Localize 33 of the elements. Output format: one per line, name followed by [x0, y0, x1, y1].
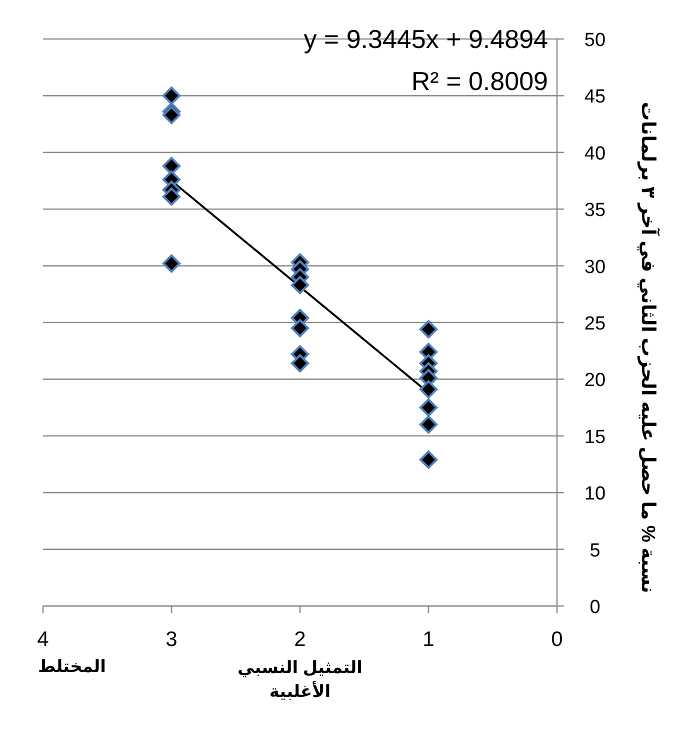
point — [162, 106, 181, 124]
y-tick-label: 40 — [584, 143, 606, 164]
x-tick-label: 4 — [37, 628, 50, 651]
y-tick-label: 15 — [584, 426, 606, 448]
point — [162, 86, 181, 105]
y-tick-label: 25 — [584, 314, 606, 334]
y-tick-label: 45 — [584, 86, 606, 108]
point — [419, 320, 438, 338]
y-tick-label: 0 — [590, 597, 600, 618]
y-tick-label: 50 — [584, 30, 606, 51]
y-tick-label: 35 — [584, 200, 606, 222]
point — [290, 319, 310, 338]
point — [290, 276, 310, 294]
text: المختلط — [38, 657, 106, 676]
x-tick-label: 1 — [422, 628, 434, 651]
point — [162, 254, 181, 273]
point — [419, 450, 438, 469]
point — [162, 188, 181, 206]
annotation: R² = 0.8009 — [411, 66, 548, 96]
point — [419, 415, 438, 434]
x-tick-label: 0 — [551, 628, 563, 651]
x-tick-label: 3 — [166, 628, 178, 651]
point — [290, 354, 310, 372]
y-tick-label: 30 — [584, 256, 606, 278]
y-axis-title: نسبة % ما حصل عليه الحزب الثاني في آخر ٣ برلمانات — [637, 102, 661, 594]
point — [419, 380, 438, 399]
y-tick-label: 20 — [584, 370, 606, 392]
x-tick-label: 2 — [294, 628, 306, 651]
y-tick-label: 5 — [590, 540, 600, 562]
point — [419, 398, 438, 417]
annotation: y = 9.3445x + 9.4894 — [304, 24, 548, 54]
y-tick-label: 10 — [584, 484, 606, 505]
x-axis-title: التمثيل النسبي الأغلبية — [236, 657, 364, 703]
